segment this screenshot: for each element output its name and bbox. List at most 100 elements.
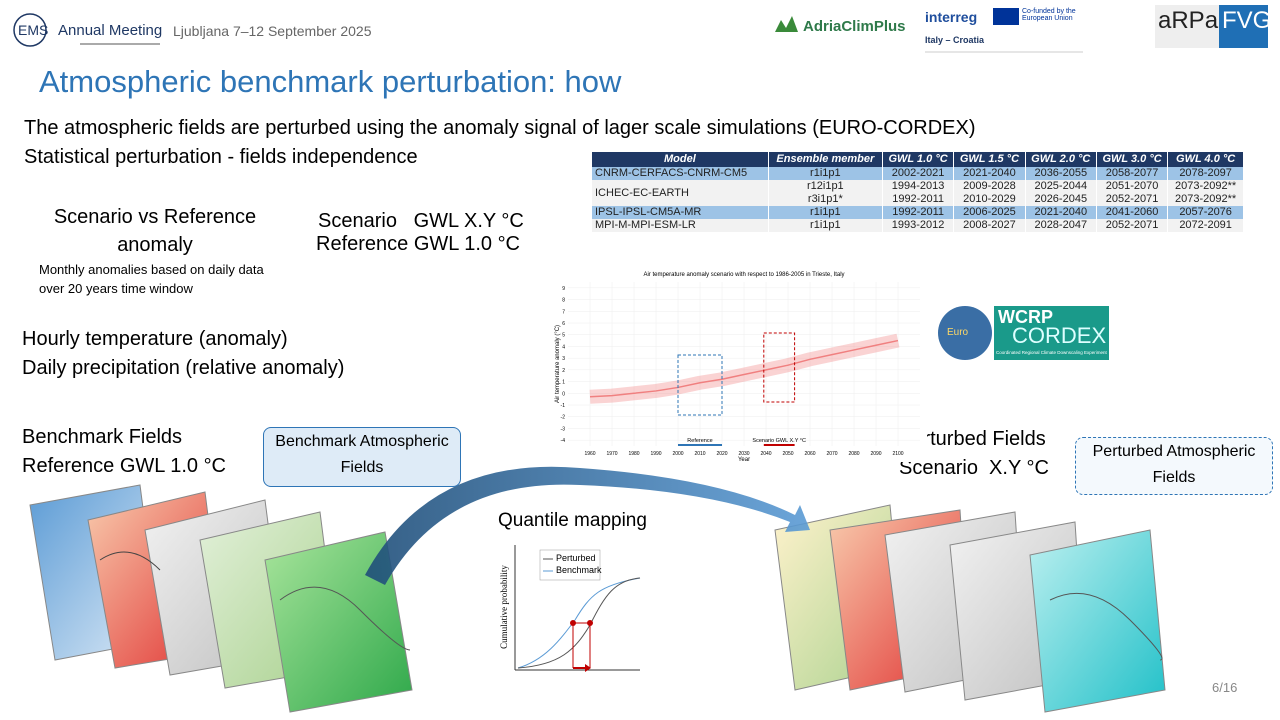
table-cell: IPSL-IPSL-CM5A-MR [592, 206, 769, 219]
table-cell: 2078-2097 [1167, 167, 1244, 180]
table-cell: 2057-2076 [1167, 206, 1244, 219]
cell-line: 2051-2070 [1105, 180, 1159, 192]
cell-line: 2052-2071 [1105, 219, 1159, 231]
quantile-plot [514, 545, 641, 672]
cell-line: r1i1p1 [810, 206, 841, 218]
fvg-logo-bg [1219, 5, 1268, 48]
cordex-logo-bg [994, 306, 1109, 360]
fvg-logo: FVG [1222, 7, 1272, 34]
benchmark-box: Benchmark Atmospheric Fields [263, 427, 461, 487]
event-location: Ljubljana 7–12 September 2025 [173, 23, 372, 39]
cell-line: r12i1p1 [806, 180, 844, 192]
table-cell: r12i1p1 r3i1p1* [768, 180, 883, 206]
cell-line: 2036-2055 [1034, 167, 1088, 179]
table-cell: r1i1p1 [768, 206, 883, 219]
table-header: GWL 1.5 °C [953, 152, 1026, 167]
table-row: IPSL-IPSL-CM5A-MR r1i1p1 1992-2011 2006-202… [592, 206, 1244, 219]
cell-line: r1i1p1 [810, 167, 841, 179]
cell-line: 2008-2027 [963, 219, 1016, 231]
perturbed-line: Scenario X.Y °C [899, 457, 1049, 479]
cell-line: 1993-2012 [891, 219, 945, 231]
perturbed-line: Perturbed Fields [899, 428, 1046, 450]
benchmark-maps [29, 484, 413, 713]
cell-line: 2057-2076 [1179, 206, 1232, 218]
quantile-legend: Benchmark [556, 565, 602, 575]
table-header: Model [592, 152, 769, 167]
table-cell: 2006-2025 [953, 206, 1026, 219]
table-cell: 2072-2091 [1167, 219, 1244, 232]
arpa-logo: aRPa [1158, 7, 1219, 34]
interreg-logo: interreg [925, 9, 978, 25]
benchmark-line: Benchmark Fields [22, 426, 183, 448]
table-cell: 2036-2055 [1025, 167, 1097, 180]
cell-line: ICHEC-EC-EARTH [595, 186, 689, 199]
table-row: ICHEC-EC-EARTH r12i1p1 r3i1p1* 1994-2013 199… [592, 180, 1244, 206]
page-number: 6/16 [1212, 680, 1238, 695]
table-header: GWL 4.0 °C [1167, 152, 1244, 167]
table-header: GWL 1.0 °C [882, 152, 955, 167]
anomaly-heading: Scenario vs Reference anomaly [53, 206, 257, 256]
table-cell: 1993-2012 [882, 219, 955, 232]
program-name: Italy – Croatia [925, 35, 985, 45]
cordex-subtitle: Coordinated Regional Climate Downscaling… [996, 350, 1107, 355]
cell-line: 1992-2011 [892, 193, 944, 205]
cell-line: IPSL-IPSL-CM5A-MR [595, 206, 702, 218]
table-cell: 2025-2044 2026-2045 [1025, 180, 1097, 206]
cell-line: 2072-2091 [1179, 219, 1232, 231]
gwl-table: Model Ensemble member GWL 1.0 °C GWL 1.5 °C… [592, 152, 1244, 232]
adria-logo: AdriaClimPlus [803, 18, 906, 35]
cell-line: 2006-2025 [963, 206, 1016, 218]
cordex-globe [938, 306, 992, 360]
anomaly-note: Monthly anomalies based on daily data ov… [39, 262, 264, 296]
ems-logo-ring [13, 13, 47, 47]
cell-line: 2010-2029 [963, 193, 1016, 205]
perturbed-maps [774, 504, 1166, 713]
intro-line: Statistical perturbation - fields indepe… [24, 146, 418, 168]
cell-line: 2026-2045 [1034, 193, 1088, 205]
table-cell: 2008-2027 [953, 219, 1026, 232]
table-cell: 2021-2040 [953, 167, 1026, 180]
table-header: GWL 3.0 °C [1096, 152, 1169, 167]
cordex-wcrp: WCRP [998, 307, 1053, 327]
event-name: Annual Meeting [58, 22, 163, 39]
intro-line: The atmospheric fields are perturbed usi… [24, 117, 976, 139]
cell-line: 2002-2021 [891, 167, 945, 179]
cell-line: 2073-2092** [1175, 193, 1237, 205]
cell-line: 2021-2040 [963, 167, 1016, 179]
table-header: Ensemble member [768, 152, 883, 167]
mapping-arrow [365, 466, 810, 585]
slide-title: Atmospheric benchmark perturbation: how [39, 64, 622, 99]
cell-line: 2025-2044 [1034, 180, 1088, 192]
cordex-name: CORDEX [1012, 323, 1107, 348]
adria-logo-icon [775, 16, 798, 32]
cell-line: 2078-2097 [1179, 167, 1232, 179]
table-cell: r1i1p1 [768, 219, 883, 232]
quantile-legend: Perturbed [556, 553, 596, 563]
table-cell: 2041-2060 [1096, 206, 1169, 219]
variable-line: Daily precipitation (relative anomaly) [22, 357, 345, 379]
cell-line: MPI-M-MPI-ESM-LR [595, 219, 696, 231]
quantile-ylabel: Cumulative probability [498, 565, 509, 649]
table-row: MPI-M-MPI-ESM-LR r1i1p1 1993-2012 2008-2027… [592, 219, 1244, 232]
table-cell: r1i1p1 [768, 167, 883, 180]
table-row: CNRM-CERFACS-CNRM-CM5 r1i1p1 2002-2021 2021… [592, 167, 1244, 180]
table-cell: 2051-2070 2052-2071 [1096, 180, 1169, 206]
gwl-line: Reference GWL 1.0 °C [316, 233, 521, 255]
cell-line: 1992-2011 [892, 206, 944, 218]
table-cell: 2009-2028 2010-2029 [953, 180, 1026, 206]
arpa-logo-bg [1155, 5, 1219, 48]
cell-line: 2052-2071 [1105, 193, 1159, 205]
cordex-euro: Euro [947, 327, 969, 338]
cell-line: 2021-2040 [1034, 206, 1088, 218]
benchmark-line: Reference GWL 1.0 °C [22, 455, 227, 477]
table-cell: CNRM-CERFACS-CNRM-CM5 [592, 167, 769, 180]
eu-note: Co-funded by the European Union [1022, 8, 1076, 22]
cell-line: 2009-2028 [963, 180, 1016, 192]
quantile-title: Quantile mapping [498, 510, 647, 531]
table-cell: 2073-2092** 2073-2092** [1167, 180, 1244, 206]
table-cell: 2028-2047 [1025, 219, 1097, 232]
table-cell: 2052-2071 [1096, 219, 1169, 232]
eu-flag [993, 8, 1019, 25]
